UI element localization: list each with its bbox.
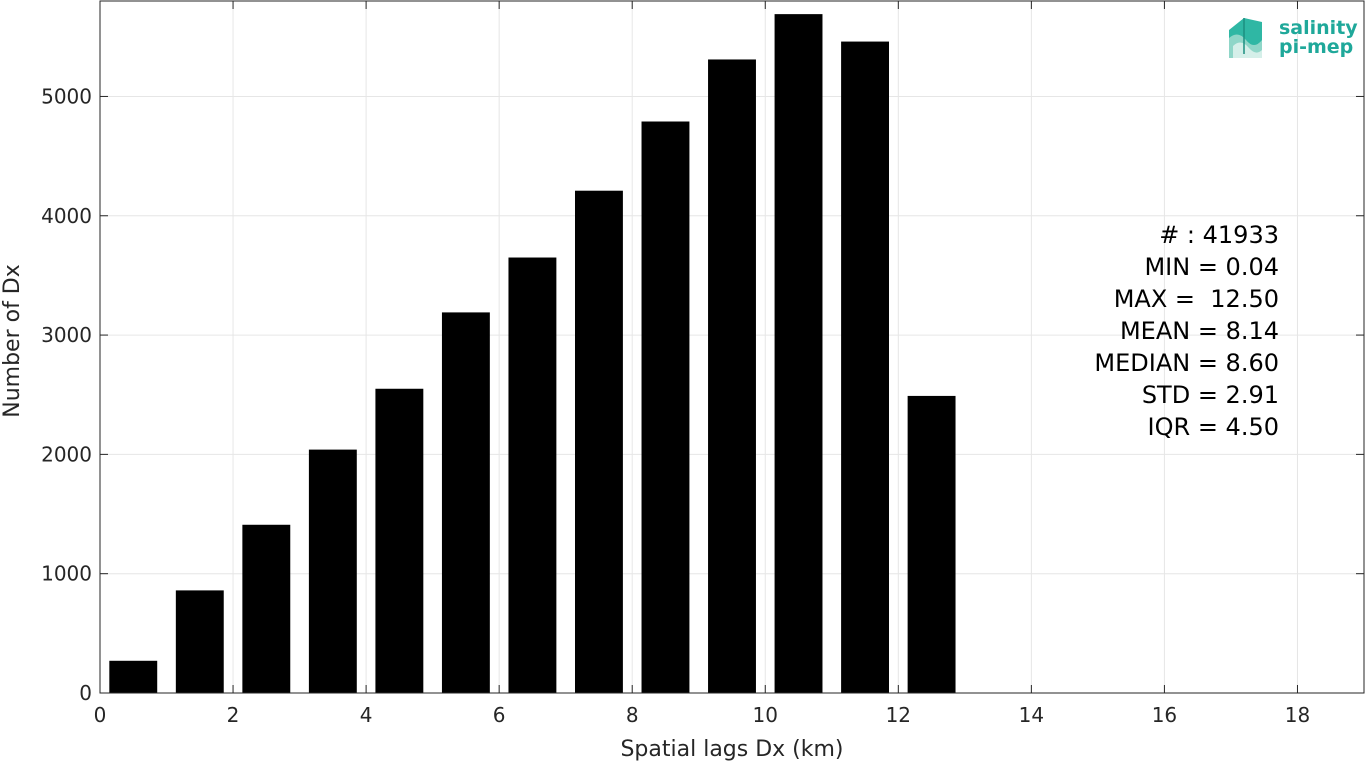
- wave-logo-icon: [1229, 18, 1262, 58]
- stats-line: IQR = 4.50: [1148, 413, 1279, 441]
- bar: [708, 59, 756, 693]
- x-tick-label: 0: [94, 703, 107, 727]
- bar: [508, 257, 557, 693]
- y-tick-label: 1000: [41, 562, 92, 586]
- x-axis-title: Spatial lags Dx (km): [620, 737, 843, 762]
- bar: [375, 388, 424, 693]
- bar: [774, 14, 823, 693]
- bar: [841, 41, 890, 694]
- stats-line: MEDIAN = 8.60: [1094, 349, 1279, 377]
- axis-ticks: [99, 1, 1364, 694]
- y-axis-title: Number of Dx: [0, 264, 25, 418]
- x-tick-label: 12: [886, 703, 911, 727]
- salinity-pi-mep-logo: salinity pi-mep: [1229, 17, 1358, 58]
- y-tick-label: 4000: [41, 204, 92, 228]
- bar: [441, 312, 490, 693]
- bar: [109, 660, 158, 693]
- x-tick-label: 14: [1019, 703, 1044, 727]
- y-tick-label: 2000: [41, 442, 92, 466]
- bar: [308, 449, 357, 693]
- tick-labels: 0 2 4 6 8 10 12 14 16 18 0 1000 2000 3000 4000 5000: [41, 84, 1310, 727]
- x-tick-label: 10: [753, 703, 778, 727]
- x-tick-label: 2: [227, 703, 240, 727]
- x-tick-label: 6: [493, 703, 506, 727]
- stats-line: MIN = 0.04: [1144, 253, 1279, 281]
- stats-line: # : 41933: [1159, 221, 1279, 249]
- x-tick-label: 18: [1285, 703, 1310, 727]
- y-tick-label: 3000: [41, 323, 92, 347]
- x-tick-label: 4: [360, 703, 373, 727]
- bar: [175, 590, 224, 693]
- logo-line2: pi-mep: [1279, 36, 1353, 58]
- x-tick-label: 8: [626, 703, 639, 727]
- stats-line: MAX = 12.50: [1114, 285, 1279, 313]
- logo-line1: salinity: [1279, 17, 1358, 39]
- x-tick-label: 16: [1152, 703, 1177, 727]
- bar: [574, 190, 623, 694]
- axes-box: [99, 0, 1365, 694]
- stats-line: MEAN = 8.14: [1120, 317, 1279, 345]
- y-tick-label: 0: [79, 681, 92, 705]
- bar: [242, 524, 291, 693]
- bars: [109, 14, 956, 694]
- bar: [641, 121, 690, 694]
- y-tick-label: 5000: [41, 84, 92, 108]
- stats-line: STD = 2.91: [1142, 381, 1279, 409]
- statistics-annotation: # : 41933 MIN = 0.04 MAX = 12.50 MEAN = 8.1…: [1094, 221, 1279, 441]
- bar: [907, 395, 956, 693]
